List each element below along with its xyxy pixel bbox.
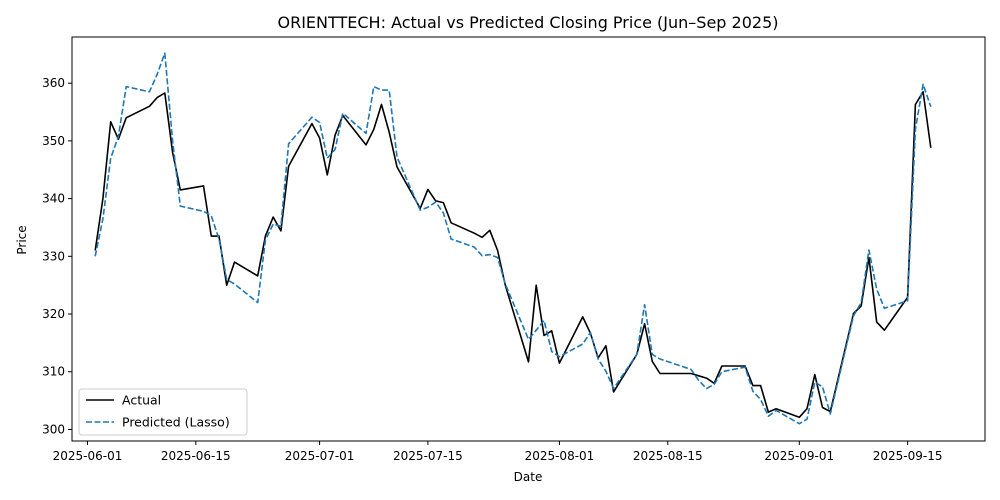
x-tick-label: 2025-07-01 xyxy=(285,449,355,463)
y-tick-label: 320 xyxy=(42,307,65,321)
x-tick-label: 2025-07-15 xyxy=(393,449,463,463)
y-tick-label: 300 xyxy=(42,422,65,436)
predicted-series-line xyxy=(94,52,932,425)
y-tick-label: 360 xyxy=(42,76,65,90)
chart-title: ORIENTTECH: Actual vs Predicted Closing … xyxy=(278,13,779,32)
x-tick-label: 2025-06-01 xyxy=(53,449,123,463)
x-axis: 2025-06-01 2025-06-15 2025-07-01 2025-07-15… xyxy=(53,441,943,463)
actual-series-line xyxy=(94,91,932,419)
y-tick-label: 330 xyxy=(42,249,65,263)
legend-label: Actual xyxy=(122,393,161,408)
legend-label: Predicted (Lasso) xyxy=(122,415,230,430)
x-axis-label: Date xyxy=(514,470,543,484)
x-tick-label: 2025-09-01 xyxy=(764,449,834,463)
plot-area-frame xyxy=(71,36,986,442)
y-tick-label: 310 xyxy=(42,365,65,379)
x-tick-label: 2025-08-15 xyxy=(633,449,703,463)
y-axis: 300 310 320 330 340 350 360 xyxy=(42,76,72,436)
x-tick-label: 2025-09-15 xyxy=(873,449,943,463)
y-tick-label: 340 xyxy=(42,192,65,206)
y-tick-label: 350 xyxy=(42,134,65,148)
series-layer xyxy=(94,52,932,425)
legend-box xyxy=(78,388,248,436)
legend: Actual Predicted (Lasso) xyxy=(78,388,248,436)
x-tick-label: 2025-06-15 xyxy=(161,449,231,463)
y-axis-label: Price xyxy=(15,225,29,254)
x-tick-label: 2025-08-01 xyxy=(525,449,595,463)
